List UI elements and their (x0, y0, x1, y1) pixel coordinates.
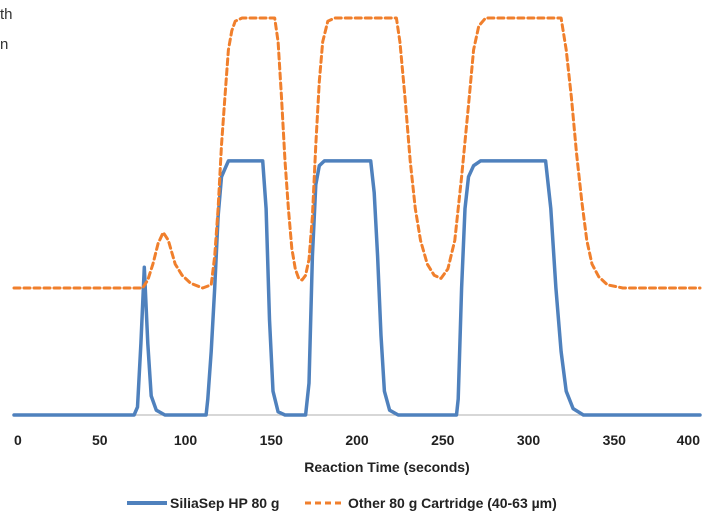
legend-label-other-cartridge: Other 80 g Cartridge (40-63 µm) (348, 495, 557, 511)
x-tick-label: 0 (14, 432, 22, 448)
series-line-other-cartridge (12, 16, 702, 290)
legend-label-siliasep: SiliaSep HP 80 g (170, 495, 279, 511)
corner-text-fragment: th n (0, 6, 13, 53)
series-line-siliasep (12, 159, 702, 417)
corner-text-line-2: n (0, 36, 8, 53)
x-tick-label: 50 (92, 432, 108, 448)
x-tick-label: 150 (260, 432, 284, 448)
x-tick-label: 100 (174, 432, 198, 448)
x-axis-ticks: 0 50 100 150 200 250 300 350 400 (14, 432, 700, 448)
x-tick-label: 250 (431, 432, 455, 448)
corner-text-line-1: th (0, 6, 13, 23)
x-tick-label: 350 (603, 432, 627, 448)
x-tick-label: 400 (677, 432, 701, 448)
x-axis-title: Reaction Time (seconds) (304, 459, 469, 475)
x-tick-label: 200 (345, 432, 369, 448)
series-layer (12, 16, 702, 417)
x-tick-label: 300 (517, 432, 541, 448)
legend: SiliaSep HP 80 g Other 80 g Cartridge (4… (127, 495, 557, 511)
